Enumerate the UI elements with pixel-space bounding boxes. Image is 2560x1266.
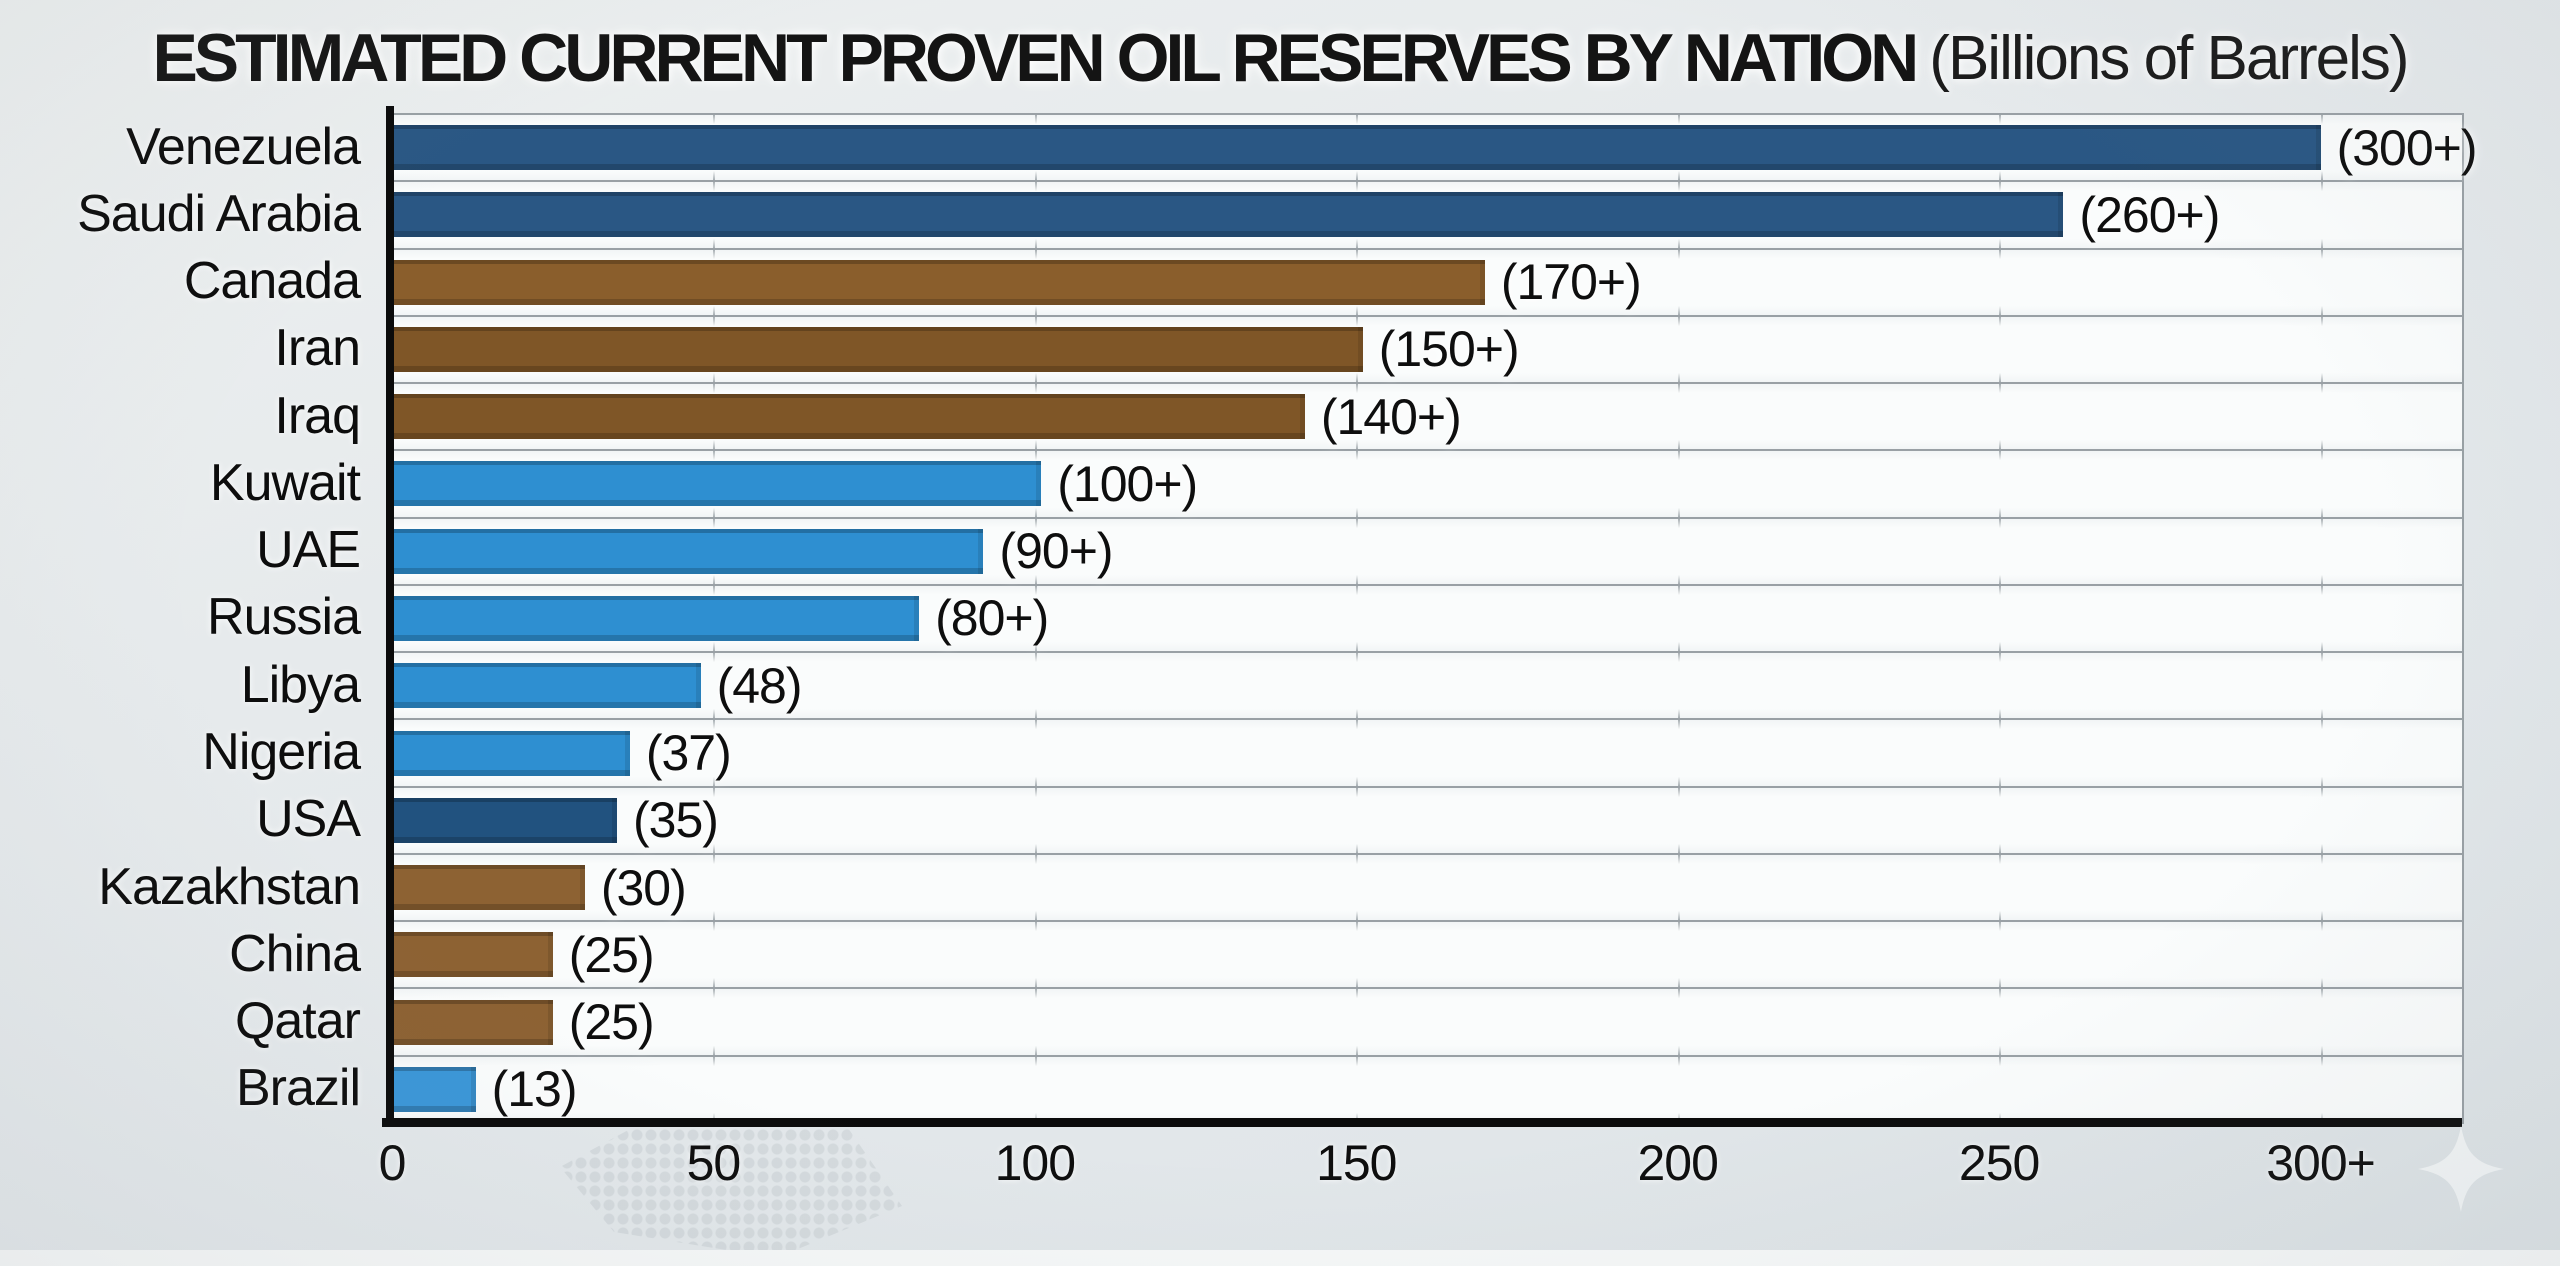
x-tick-label: 100 bbox=[994, 1135, 1076, 1191]
bar bbox=[392, 528, 984, 574]
country-label: Canada bbox=[183, 252, 361, 311]
x-tick-label: 200 bbox=[1637, 1135, 1718, 1191]
chart-title-bar: ESTIMATED CURRENT PROVEN OIL RESERVES BY… bbox=[0, 8, 2560, 108]
bar-value-label: (80+) bbox=[935, 590, 1049, 647]
bar-row: (100+) bbox=[392, 451, 2462, 519]
bar-value-label: (48) bbox=[716, 657, 803, 714]
country-label: Libya bbox=[240, 655, 361, 714]
y-axis-line bbox=[386, 106, 394, 1127]
bottom-strip bbox=[0, 1250, 2560, 1266]
country-label: Iran bbox=[274, 319, 361, 378]
bar-value-label: (37) bbox=[645, 725, 732, 782]
country-label: China bbox=[229, 924, 361, 983]
bar-row: (35) bbox=[392, 787, 2462, 855]
bar bbox=[392, 326, 1363, 372]
country-label: UAE bbox=[256, 521, 361, 580]
bar-value-label: (170+) bbox=[1500, 254, 1642, 311]
country-label: Iraq bbox=[274, 386, 361, 445]
country-label: Venezuela bbox=[126, 117, 361, 176]
x-axis-tick-labels: 0 50 100 150 200 250 300+ bbox=[379, 1134, 2462, 1204]
sparkle-icon bbox=[2418, 1126, 2504, 1212]
bar bbox=[392, 461, 1042, 507]
bar-value-label: (30) bbox=[600, 859, 687, 916]
bar-row: (140+) bbox=[392, 384, 2462, 452]
bar-rows: (300+) (260+) (170+) (150+) (140+) (100+) (90+… bbox=[392, 115, 2477, 1124]
bar-value-label: (13) bbox=[491, 1061, 578, 1118]
bar bbox=[392, 1066, 476, 1112]
bar-row: (25) bbox=[392, 989, 2462, 1057]
bar bbox=[392, 595, 920, 641]
bar-row: (25) bbox=[392, 922, 2462, 990]
bar-value-label: (150+) bbox=[1378, 321, 1520, 378]
bar-value-label: (35) bbox=[633, 792, 719, 849]
bar bbox=[392, 663, 701, 709]
bar-row: (90+) bbox=[392, 518, 2462, 586]
country-label: Kazakhstan bbox=[98, 857, 361, 916]
x-tick-label: 150 bbox=[1316, 1135, 1397, 1191]
bar-value-label: (25) bbox=[568, 994, 655, 1051]
bar bbox=[392, 192, 2064, 238]
country-labels: Venezuela Saudi Arabia Canada Iran Iraq Kuwai… bbox=[0, 113, 361, 1122]
bar-value-label: (25) bbox=[568, 926, 655, 983]
bar bbox=[392, 797, 617, 843]
bar bbox=[392, 932, 553, 978]
bar-row: (37) bbox=[392, 720, 2462, 788]
x-tick-label: 0 bbox=[378, 1135, 407, 1191]
country-label: Nigeria bbox=[202, 723, 361, 782]
bar-row: (48) bbox=[392, 653, 2462, 721]
bar-row: (30) bbox=[392, 854, 2462, 923]
bar bbox=[392, 999, 553, 1045]
country-label: Kuwait bbox=[209, 453, 361, 512]
bar-row: (260+) bbox=[392, 182, 2462, 250]
x-tick-label: 250 bbox=[1958, 1135, 2040, 1191]
bar-value-label: (100+) bbox=[1057, 455, 1198, 512]
bar bbox=[392, 394, 1305, 440]
country-label: Qatar bbox=[234, 992, 361, 1051]
bar-row: (170+) bbox=[392, 249, 2462, 317]
bar-row: (13) bbox=[392, 1056, 2462, 1124]
x-tick-label: 50 bbox=[686, 1135, 742, 1191]
country-label: Saudi Arabia bbox=[77, 184, 361, 243]
country-label: USA bbox=[256, 790, 361, 849]
bar-row: (150+) bbox=[392, 316, 2462, 385]
bar bbox=[392, 730, 630, 776]
chart-title: ESTIMATED CURRENT PROVEN OIL RESERVES BY… bbox=[152, 20, 1919, 96]
chart-subtitle: (Billions of Barrels) bbox=[1929, 23, 2409, 93]
bar bbox=[392, 259, 1485, 305]
bar-row: (300+) bbox=[392, 115, 2477, 183]
x-tick-label: 300+ bbox=[2266, 1135, 2376, 1191]
country-label: Russia bbox=[207, 588, 361, 647]
x-axis-line bbox=[382, 1118, 2462, 1127]
bar-value-label: (260+) bbox=[2079, 186, 2220, 243]
bar-value-label: (90+) bbox=[999, 523, 1113, 580]
plot-area: (300+) (260+) (170+) (150+) (140+) (100+) (90+… bbox=[392, 113, 2477, 1124]
bar-value-label: (140+) bbox=[1320, 388, 1462, 445]
bar-value-label: (300+) bbox=[2336, 119, 2478, 176]
bar-row: (80+) bbox=[392, 585, 2462, 654]
bar bbox=[392, 865, 585, 911]
bar bbox=[392, 125, 2321, 171]
country-label: Brazil bbox=[235, 1059, 361, 1118]
